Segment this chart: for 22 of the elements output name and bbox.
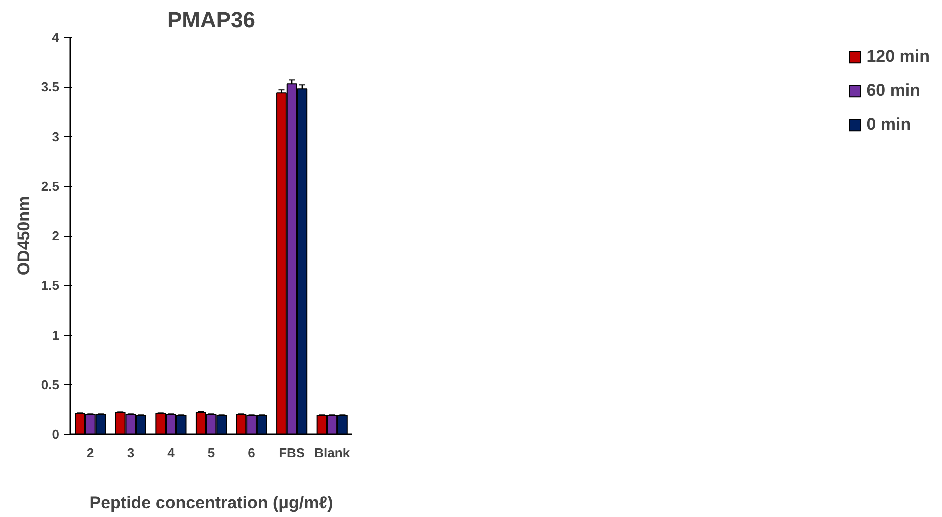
- legend-label: 0 min: [866, 115, 912, 135]
- x-tick-label: 5: [208, 446, 216, 460]
- x-tick-label: Blank: [314, 446, 351, 460]
- x-tick-label: 6: [248, 446, 256, 460]
- y-tick-label: 3: [52, 129, 60, 144]
- x-axis-title: Peptide concentration (μg/mℓ): [90, 494, 334, 512]
- y-tick-label: 1: [52, 328, 60, 343]
- legend-label: 60 min: [866, 81, 921, 101]
- y-tick-label: 4: [52, 30, 60, 45]
- y-tick-label: 0.5: [41, 377, 60, 392]
- y-tick-label: 0: [52, 427, 60, 442]
- y-tick-label: 1.5: [41, 278, 60, 294]
- y-tick-label: 3.5: [41, 80, 60, 95]
- x-tick-label: 2: [87, 446, 94, 460]
- x-tick-label: 4: [168, 446, 176, 460]
- y-tick-label: 2.5: [41, 178, 60, 194]
- y-axis-title: OD450nm: [14, 196, 34, 276]
- chart-title: PMAP36: [167, 8, 256, 32]
- x-tick-label: 3: [127, 446, 135, 460]
- x-tick-label: FBS: [279, 446, 306, 460]
- legend-label: 120 min: [866, 47, 930, 67]
- y-tick-label: 2: [52, 228, 60, 244]
